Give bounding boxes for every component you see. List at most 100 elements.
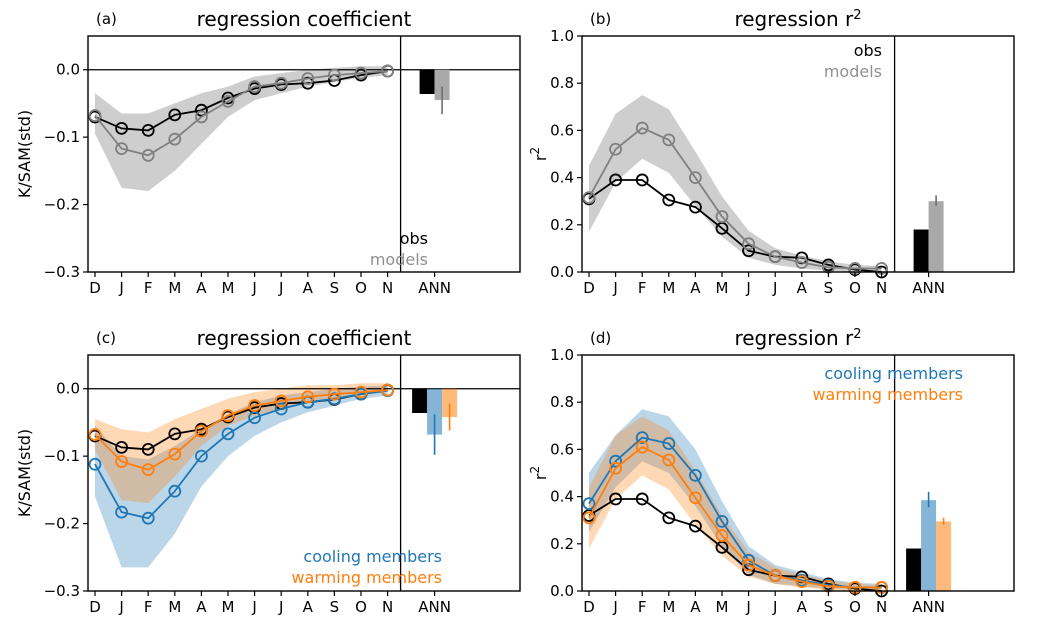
marker-obs [662,511,676,525]
marker-warming-members [327,387,341,401]
legend-entry-obs: obs [400,229,428,248]
y-tick-label: 0.2 [550,216,574,234]
x-tick-label: J [278,279,283,297]
marker-obs [635,173,649,187]
x-tick-label: J [772,279,777,297]
y-tick-label: 0.0 [56,61,80,79]
x-tick-label: A [797,279,808,297]
x-tick-label: J [745,598,750,616]
band-models [589,95,882,272]
y-tick-label: 0.0 [550,582,574,600]
marker-warming-members [248,399,262,412]
x-tick-label: M [168,279,181,297]
title-superscript: 2 [853,8,861,23]
marker-warming-members [609,461,622,475]
y-axis-label: r2 [528,147,550,161]
title-superscript: 2 [853,327,861,342]
marker-cooling-members [689,468,702,482]
x-tick-label: A [303,279,314,297]
marker-warming-members [381,383,395,397]
marker-obs [689,519,702,533]
plot-frame [581,354,1015,592]
x-tick-label: M [222,279,235,297]
x-tick-label: F [144,279,153,297]
marker-obs [662,193,676,207]
y-tick-label: 0.8 [550,393,574,411]
marker-obs [742,244,755,258]
ann-bar-warming-members [936,521,952,591]
panel-letter: (d) [590,329,611,347]
band-cooling-members [589,409,882,590]
ann-bar-models [928,201,944,272]
x-tick-label: J [612,279,617,297]
y-tick-label: 0.0 [56,380,80,398]
marker-obs [609,492,622,506]
y-tick-label: −0.3 [44,582,80,600]
marker-models [248,80,262,93]
marker-warming-members [301,390,315,404]
x-tick-label-ann: ANN [418,598,451,616]
y-tick-label: 0.4 [550,169,574,187]
marker-cooling-members [221,427,235,441]
marker-obs [609,173,622,187]
y-tick-label: 0.6 [550,440,574,458]
marker-obs [115,121,128,135]
marker-models [715,210,729,223]
y-axis-label: K/SAM(std) [15,110,34,198]
ann-bar-cooling-members [427,388,443,435]
x-tick-label: F [638,598,647,616]
legend-entry-models: models [824,62,882,81]
y-axis-label: r2 [528,466,550,480]
x-tick-label: D [89,279,101,297]
x-tick-label: N [382,279,393,297]
ylabel-superscript: 2 [528,147,542,155]
marker-models [354,66,368,80]
marker-obs [168,427,182,441]
marker-warming-members [768,569,782,583]
ann-bar-obs [906,548,922,591]
panel-b: 0.00.20.40.60.81.0D J F M A M J J A S O N ANNregress… [528,7,1015,297]
x-tick-label: A [690,598,701,616]
marker-cooling-members [141,511,155,525]
marker-warming-members [635,440,649,454]
marker-models [115,142,128,156]
x-tick-label-ann: ANN [418,279,451,297]
marker-models [635,121,649,135]
marker-models [768,250,782,264]
x-tick-label: M [662,279,675,297]
x-tick-label: O [849,598,861,616]
x-tick-label: M [716,279,729,297]
x-tick-label: O [849,279,861,297]
panel-a: −0.3−0.2−0.10.0D J F M A M J J A S O N ANNregression… [15,7,521,297]
marker-warming-members [221,409,235,423]
x-tick-label: J [745,279,750,297]
x-tick-label: N [382,598,393,616]
y-tick-label: −0.2 [44,515,80,533]
x-tick-label: N [876,598,887,616]
band-warming-members [95,383,388,504]
marker-models [327,68,341,82]
plot-frame [87,35,521,273]
x-tick-label: D [583,279,595,297]
series-line-models [94,70,388,157]
legend-entry-cooling-members: cooling members [303,547,442,566]
marker-cooling-members [248,411,262,425]
marker-warming-members [715,529,729,542]
ann-bar-obs [913,229,929,272]
marker-obs [635,492,649,506]
marker-models [582,191,596,205]
marker-cooling-members [274,402,288,416]
marker-models [88,109,102,122]
marker-cooling-members [609,454,622,468]
band-models [95,66,388,192]
panel-title: regression coefficient [197,7,412,31]
x-tick-label: J [772,598,777,616]
marker-models [662,133,676,147]
marker-cooling-members [635,431,649,445]
x-tick-label: A [797,598,808,616]
marker-warming-members [141,463,155,477]
marker-models [168,132,182,146]
ann-bar-obs [419,69,435,94]
panel-d: 0.00.20.40.60.81.0D J F M A M J J A S O N ANNregress… [528,326,1015,616]
x-tick-label: F [144,598,153,616]
